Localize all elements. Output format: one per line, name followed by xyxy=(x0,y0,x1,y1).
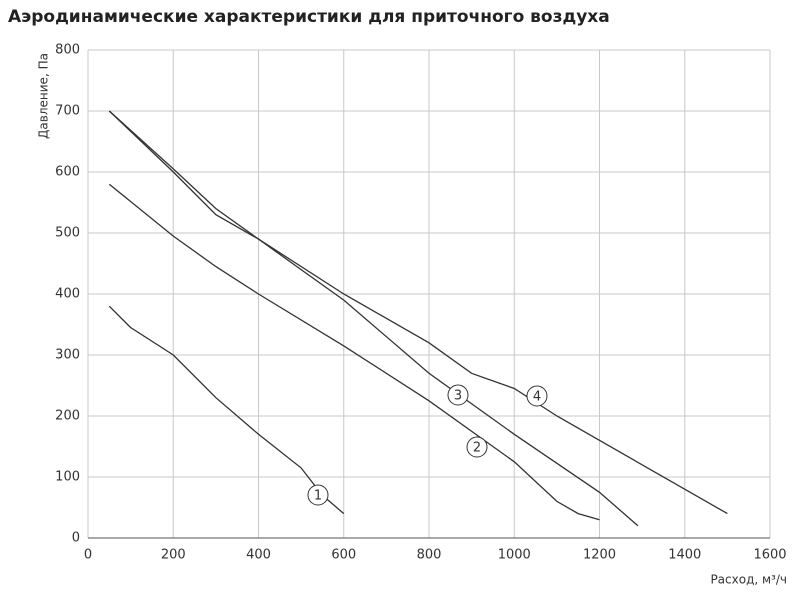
y-tick-label: 0 xyxy=(72,531,80,546)
chart-title: Аэродинамические характеристики для прит… xyxy=(8,7,610,27)
y-tick-label: 200 xyxy=(55,409,80,424)
y-axis-label: Давление, Па xyxy=(37,53,51,139)
series-label: 1 xyxy=(314,489,322,504)
series-label: 3 xyxy=(454,389,462,404)
y-tick-label: 400 xyxy=(55,287,80,302)
x-tick-label: 400 xyxy=(246,548,271,563)
y-tick-label: 700 xyxy=(55,104,80,119)
x-tick-label: 800 xyxy=(417,548,442,563)
series-label-circle xyxy=(466,436,488,458)
x-tick-label: 0 xyxy=(84,548,92,563)
series-line xyxy=(108,183,600,521)
y-tick-label: 600 xyxy=(55,165,80,180)
y-tick-label: 500 xyxy=(55,226,80,241)
series-line xyxy=(108,110,728,515)
series-label-circle xyxy=(526,385,548,407)
x-axis-label: Расход, м³/ч xyxy=(710,573,787,587)
x-tick-label: 1600 xyxy=(753,548,786,563)
series-label: 2 xyxy=(473,441,481,456)
x-tick-label: 600 xyxy=(331,548,356,563)
x-tick-label: 200 xyxy=(161,548,186,563)
y-tick-label: 800 xyxy=(55,43,80,58)
series-line xyxy=(108,305,345,515)
x-tick-label: 1400 xyxy=(668,548,701,563)
x-tick-label: 1000 xyxy=(498,548,531,563)
series-label: 4 xyxy=(533,390,541,405)
x-tick-label: 1200 xyxy=(583,548,616,563)
y-tick-label: 300 xyxy=(55,348,80,363)
series-label-circle xyxy=(447,384,469,406)
series-label-circle xyxy=(307,484,329,506)
series-line xyxy=(108,110,639,527)
y-tick-label: 100 xyxy=(55,470,80,485)
